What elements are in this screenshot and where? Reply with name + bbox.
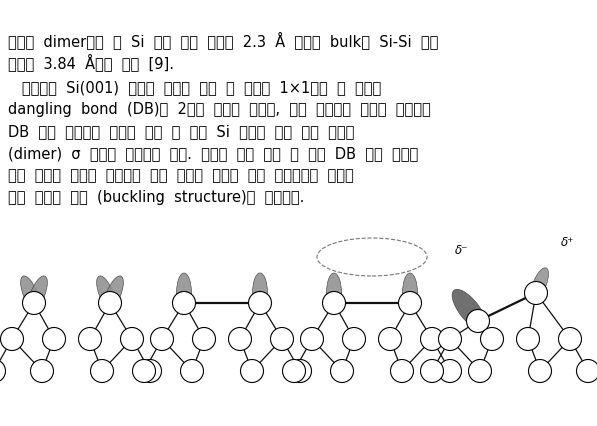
Text: (dimer)  σ  결합을  형성하게  된다.  그렇게  되면  원자  한  개당  DB  수가  하나씩: (dimer) σ 결합을 형성하게 된다. 그렇게 되면 원자 한 개당 DB… xyxy=(8,146,418,161)
Ellipse shape xyxy=(104,276,124,311)
Circle shape xyxy=(248,291,272,314)
Text: 의해  뒤틀린  구조  (buckling  structure)를  형성한다.: 의해 뒤틀린 구조 (buckling structure)를 형성한다. xyxy=(8,190,304,205)
Circle shape xyxy=(525,282,547,305)
Circle shape xyxy=(528,360,552,383)
Ellipse shape xyxy=(327,273,341,313)
Circle shape xyxy=(282,360,306,383)
Circle shape xyxy=(91,360,113,383)
Ellipse shape xyxy=(177,273,192,313)
Ellipse shape xyxy=(531,268,549,299)
Circle shape xyxy=(0,360,5,383)
Ellipse shape xyxy=(21,276,40,311)
Text: δ⁺: δ⁺ xyxy=(561,236,575,249)
Circle shape xyxy=(180,360,204,383)
Circle shape xyxy=(78,328,101,351)
Ellipse shape xyxy=(452,289,487,331)
Text: δ⁻: δ⁻ xyxy=(456,244,469,257)
Circle shape xyxy=(378,328,402,351)
Circle shape xyxy=(481,328,503,351)
Circle shape xyxy=(288,360,312,383)
Circle shape xyxy=(469,360,491,383)
Circle shape xyxy=(42,328,66,351)
Circle shape xyxy=(1,328,23,351)
Circle shape xyxy=(577,360,597,383)
Text: DB  수를  줄이면서  표면에  있는  두  개의  Si  원자가  서로  짝을  이루어: DB 수를 줄이면서 표면에 있는 두 개의 Si 원자가 서로 짝을 이루어 xyxy=(8,124,355,139)
Circle shape xyxy=(331,360,353,383)
Circle shape xyxy=(241,360,263,383)
Ellipse shape xyxy=(402,273,417,313)
Circle shape xyxy=(139,360,162,383)
Text: 남게  되는데  전하의  이동으로  전하  분포의  평형이  깨져  비대칭적인  요소에: 남게 되는데 전하의 이동으로 전하 분포의 평형이 깨져 비대칭적인 요소에 xyxy=(8,168,354,183)
Circle shape xyxy=(173,291,195,314)
Ellipse shape xyxy=(97,276,116,311)
Text: 길이인  3.84  Å보다  짧다  [9].: 길이인 3.84 Å보다 짧다 [9]. xyxy=(8,53,174,71)
Text: 이상적인  Si(001)  표면의  원자는  원래  그  주기가  1×1이고  한  원자에: 이상적인 Si(001) 표면의 원자는 원래 그 주기가 1×1이고 한 원자… xyxy=(8,80,381,95)
Text: 하나의  dimer에서  두  Si  원자  간의  거리는  2.3  Å  정도로  bulk의  Si-Si  결합: 하나의 dimer에서 두 Si 원자 간의 거리는 2.3 Å 정도로 bul… xyxy=(8,31,438,49)
Circle shape xyxy=(439,360,461,383)
Circle shape xyxy=(559,328,581,351)
Circle shape xyxy=(466,310,490,333)
Circle shape xyxy=(270,328,294,351)
Circle shape xyxy=(322,291,346,314)
Circle shape xyxy=(99,291,122,314)
Circle shape xyxy=(343,328,365,351)
Ellipse shape xyxy=(28,276,47,311)
Circle shape xyxy=(420,360,444,383)
Circle shape xyxy=(150,328,174,351)
Circle shape xyxy=(229,328,251,351)
Circle shape xyxy=(300,328,324,351)
Circle shape xyxy=(121,328,143,351)
Circle shape xyxy=(420,328,444,351)
Circle shape xyxy=(30,360,54,383)
Circle shape xyxy=(133,360,155,383)
Circle shape xyxy=(23,291,45,314)
Circle shape xyxy=(192,328,216,351)
Circle shape xyxy=(439,328,461,351)
Ellipse shape xyxy=(253,273,267,313)
Circle shape xyxy=(399,291,421,314)
Circle shape xyxy=(390,360,414,383)
Text: dangling  bond  (DB)를  2개씩  가지게  되지만,  표면  에너지를  줄이는  방법으로: dangling bond (DB)를 2개씩 가지게 되지만, 표면 에너지를… xyxy=(8,102,431,117)
Circle shape xyxy=(516,328,540,351)
